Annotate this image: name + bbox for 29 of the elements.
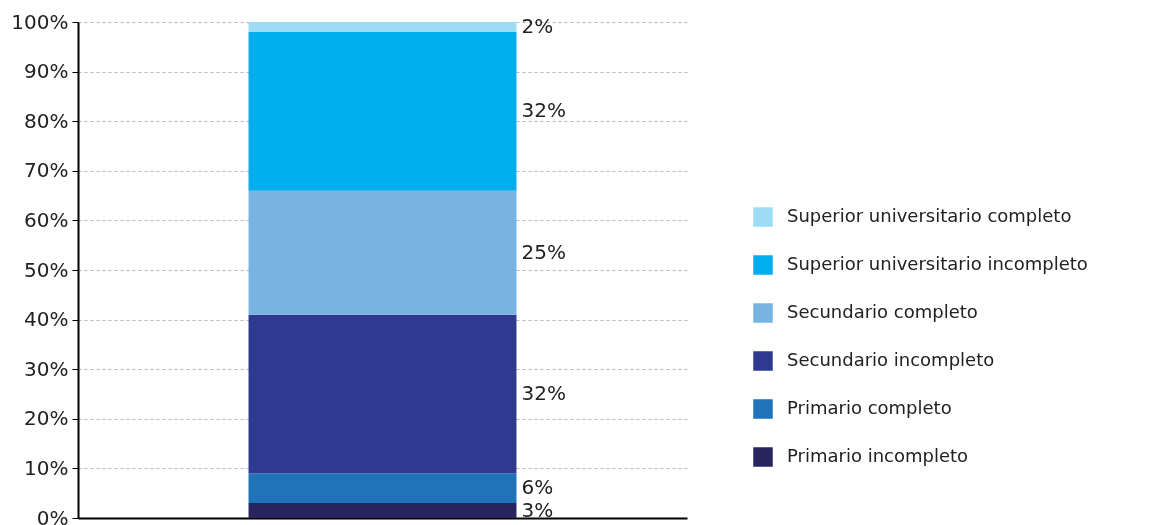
y-tick-label: 10%: [24, 455, 69, 480]
y-tick-label: 60%: [24, 207, 69, 232]
bar: [248, 190, 517, 315]
text: 3%: [521, 497, 554, 522]
legend-label: Superior universitario completo: [787, 205, 1072, 226]
text: 6%: [521, 475, 554, 500]
y-tick-label: 40%: [24, 307, 69, 332]
text: 32%: [521, 98, 566, 123]
bar: [248, 503, 517, 518]
y-tick-label: 90%: [24, 59, 69, 84]
legend-label: Secundario completo: [787, 301, 978, 322]
legend-label: Secundario incompleto: [787, 349, 995, 370]
text: 2%: [521, 13, 554, 38]
bar: [248, 314, 517, 474]
y-tick-label: 0%: [36, 505, 69, 525]
y-tick-label: 20%: [24, 406, 69, 431]
y-tick-label: 30%: [24, 356, 69, 381]
legend-label: Primario incompleto: [787, 445, 969, 466]
text: 25%: [521, 239, 566, 264]
bar: [248, 22, 517, 32]
bar: [248, 473, 517, 504]
legend-label: Superior universitario incompleto: [787, 253, 1088, 274]
y-tick-label: 80%: [24, 108, 69, 133]
y-tick-label: 50%: [24, 257, 69, 282]
text: 32%: [521, 381, 566, 405]
legend-label: Primario completo: [787, 397, 952, 418]
bar: [248, 31, 517, 191]
y-tick-label: 100%: [11, 9, 69, 34]
y-tick-label: 70%: [24, 158, 69, 183]
